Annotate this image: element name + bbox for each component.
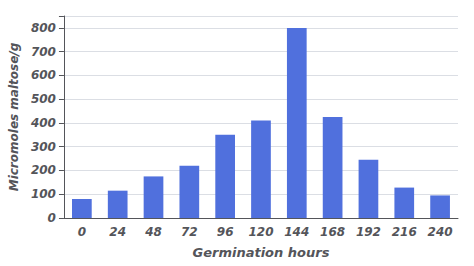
svg-text:300: 300 xyxy=(31,140,56,154)
svg-text:Germination hours: Germination hours xyxy=(193,245,330,260)
svg-text:48: 48 xyxy=(144,225,162,239)
svg-text:0: 0 xyxy=(48,211,56,225)
svg-text:600: 600 xyxy=(31,68,56,82)
svg-text:72: 72 xyxy=(181,225,198,239)
svg-text:192: 192 xyxy=(356,225,381,239)
svg-text:168: 168 xyxy=(320,225,345,239)
svg-text:700: 700 xyxy=(31,45,56,59)
svg-text:24: 24 xyxy=(109,225,126,239)
svg-text:500: 500 xyxy=(31,92,56,106)
svg-text:216: 216 xyxy=(392,225,417,239)
svg-text:144: 144 xyxy=(284,225,309,239)
svg-text:0: 0 xyxy=(78,225,86,239)
svg-text:240: 240 xyxy=(428,225,453,239)
svg-text:100: 100 xyxy=(31,187,56,201)
svg-text:120: 120 xyxy=(248,225,273,239)
svg-text:800: 800 xyxy=(31,21,56,35)
svg-text:96: 96 xyxy=(217,225,234,239)
svg-text:200: 200 xyxy=(31,163,56,177)
svg-text:Micromoles maltose/g: Micromoles maltose/g xyxy=(7,42,21,191)
svg-text:400: 400 xyxy=(30,116,56,130)
